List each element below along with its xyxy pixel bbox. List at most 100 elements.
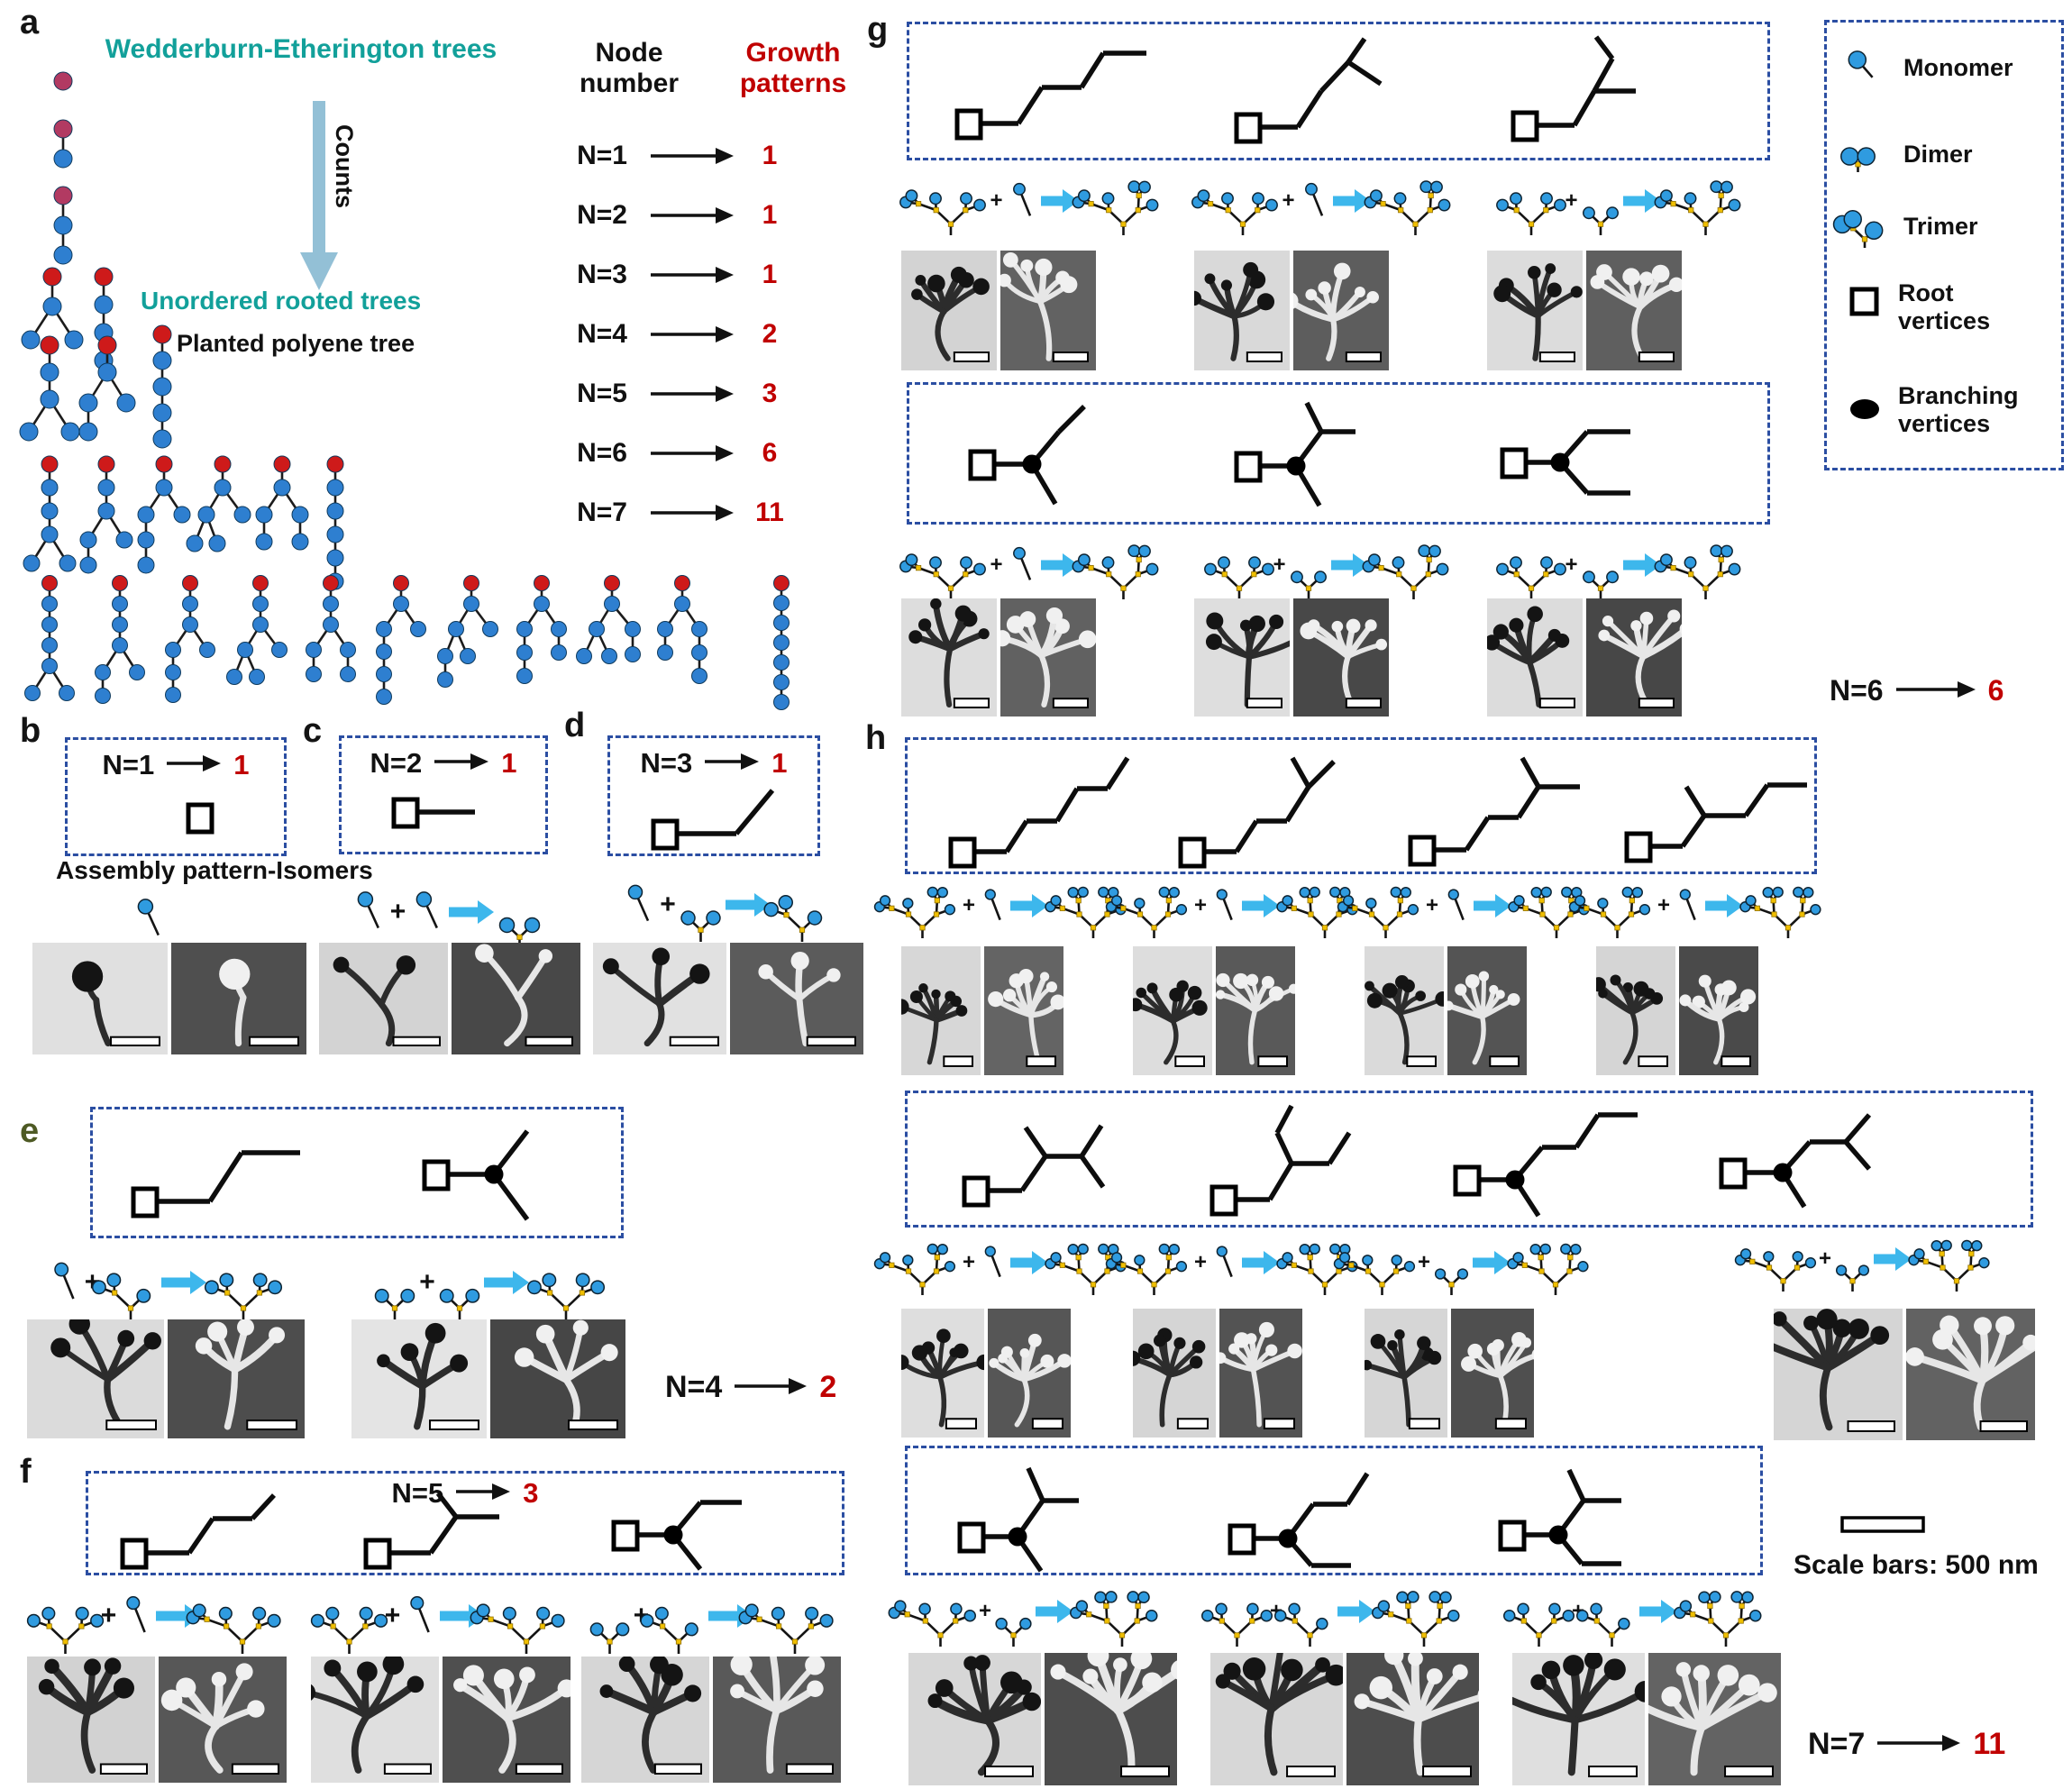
reaction: + [25,1242,299,1323]
plus-sign: + [978,1599,991,1623]
growth-row: N=6 6 [577,438,778,468]
micrograph-pair [1361,1309,1547,1438]
reaction: + [1478,164,1770,238]
rooted-tree [21,267,84,350]
reaction: + [896,528,1184,602]
cluster-1-glyph [126,1596,147,1633]
cluster-4-glyph [1496,192,1567,235]
reaction-arrow-icon [483,1271,529,1294]
panel-h-box-3 [905,1446,1763,1575]
rooted-tree [186,455,251,552]
rooted-tree [79,455,133,574]
reaction-arrow-icon [1040,553,1079,577]
reaction: + [586,865,865,945]
cluster-6-glyph [1337,886,1419,938]
panel-g-box-2 [907,382,1770,525]
cluster-1-glyph [1216,1246,1233,1278]
sem-micrograph [1293,598,1389,717]
tem-micrograph [1755,1309,1903,1440]
cluster-6-glyph [873,1243,956,1295]
structure-glyph [120,1493,277,1570]
panel-e-count-row: N=4 2 [665,1370,836,1405]
cluster-6-glyph [1364,180,1450,235]
micrograph-pair [1487,251,1684,370]
sem-micrograph [1621,1653,1781,1785]
count-value: 1 [771,747,788,779]
structure-glyph [391,797,475,829]
reaction-arrow-icon [1242,1251,1281,1274]
plus-sign: + [1194,1250,1208,1274]
reaction-arrow-icon [1473,1251,1511,1274]
sem-micrograph [1586,598,1693,717]
cluster-2-glyph [1840,147,1876,172]
plus-sign: + [990,552,1003,577]
reaction-arrow-icon [1040,189,1079,213]
cluster-5-glyph [1333,1252,1416,1295]
reaction-arrow-icon [1705,894,1744,917]
rooted-tree [53,186,73,265]
cluster-2-glyph [1835,1264,1870,1292]
micrograph-pair [593,943,863,1054]
tem-micrograph [1487,251,1583,370]
cluster-6-glyph [1362,544,1448,599]
cluster-3-glyph [763,895,823,942]
rooted-tree [53,71,73,91]
cluster-1-glyph [1447,889,1465,921]
cluster-5-glyph [186,1603,281,1654]
cluster-7-glyph [1508,886,1590,938]
reaction: + [1568,871,1821,941]
cluster-2-glyph [589,1622,630,1654]
reaction-arrow-icon [725,893,771,917]
cluster-5-glyph [899,553,987,599]
plus-sign: + [1194,893,1208,917]
monomer-icon [1842,43,1880,92]
tem-micrograph [1125,1309,1216,1438]
reaction-arrow-icon [1622,189,1661,213]
cluster-5-glyph [1734,1248,1817,1292]
sem-micrograph [1280,251,1389,370]
cluster-5-glyph [470,1603,565,1654]
rooted-tree [226,575,288,685]
plus-sign: + [384,1601,401,1630]
structure-glyph [131,1150,300,1219]
panel-d-label: d [564,707,586,744]
cluster-1-glyph [1848,50,1874,78]
panel-b-label: b [20,712,41,750]
arrow-icon [454,1477,512,1510]
sem-micrograph [1586,251,1684,370]
legend-box [1824,20,2064,470]
cluster-5-glyph [899,189,987,235]
panel-a-label: a [20,4,40,41]
sem-micrograph [984,946,1066,1075]
structure-glyph [1500,429,1630,496]
rooted-tree [576,575,641,664]
sem-micrograph [1045,1645,1191,1785]
cluster-1-glyph [984,889,1001,921]
cluster-7-glyph [1045,886,1127,938]
plus-sign: + [100,1601,117,1630]
tem-micrograph [1483,598,1583,717]
plus-sign: + [660,890,676,919]
reaction: + [1188,528,1476,602]
n-label: N=2 [370,747,423,779]
sem-micrograph [1679,946,1758,1075]
reaction: + [1502,1574,1779,1649]
tem-micrograph [27,1313,164,1438]
structure-glyph [1228,1472,1370,1568]
sem-micrograph [171,943,306,1054]
tem-micrograph [1492,1650,1657,1785]
growth-row: N=2 1 [577,200,778,230]
cluster-7-glyph [1908,1239,1990,1292]
cluster-6-glyph [1105,1243,1188,1295]
reaction: + [1188,164,1476,238]
cluster-1-glyph [984,1246,1001,1278]
reaction-arrow-icon [449,900,495,924]
micrograph-pair [1492,1650,1781,1785]
growth-row: N=1 1 [577,141,778,170]
cluster-6-glyph [873,886,956,938]
reaction-arrow-icon [1474,894,1512,917]
cluster-7-glyph [1372,1591,1460,1647]
tem-micrograph [901,251,997,370]
micrograph-pair [893,946,1066,1075]
n-label: N=7 [1808,1727,1866,1761]
